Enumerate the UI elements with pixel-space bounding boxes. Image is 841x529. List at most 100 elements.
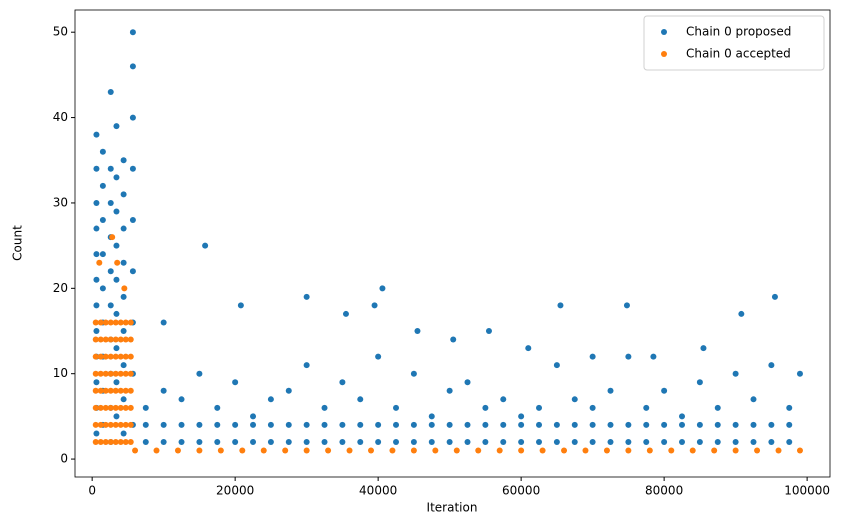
point [232,421,239,428]
point [571,421,578,428]
point [232,379,239,386]
y-axis-label: Count [11,225,25,261]
point [113,379,120,386]
point [196,438,203,445]
point [196,421,203,428]
point [113,413,120,420]
point [375,353,382,360]
y-tick-label: 0 [60,452,68,466]
point [122,353,129,360]
point [112,370,119,377]
point [102,336,109,343]
point [178,421,185,428]
point [571,438,578,445]
point [643,438,650,445]
point [127,319,134,326]
point [250,413,257,420]
point [432,447,439,454]
point [122,438,129,445]
point [732,438,739,445]
x-tick-label: 20000 [216,484,254,498]
point [346,447,353,454]
point [93,251,100,258]
point [446,438,453,445]
point [714,438,721,445]
point [696,379,703,386]
point [500,438,507,445]
point [102,404,109,411]
point [102,319,109,326]
point [771,293,778,300]
point [178,396,185,403]
point [160,319,167,326]
point [282,447,289,454]
point [153,447,160,454]
point [97,370,104,377]
y-tick-label: 30 [53,195,68,209]
point [518,413,525,420]
point [112,387,119,394]
point [122,370,129,377]
point [120,259,127,266]
point [113,123,120,130]
point [114,259,121,266]
point [536,438,543,445]
point [120,225,127,232]
point [625,438,632,445]
point [97,421,104,428]
point [107,421,114,428]
point [107,387,114,394]
point [553,362,560,369]
point [732,447,739,454]
point [250,438,257,445]
legend-box [643,15,825,71]
point [768,362,775,369]
point [112,319,119,326]
point [561,447,568,454]
y-tick-label: 40 [53,110,68,124]
x-tick-label: 100000 [784,484,830,498]
point [112,336,119,343]
point [117,370,124,377]
point [107,268,114,275]
point [428,421,435,428]
point [679,413,686,420]
legend-marker [661,29,667,35]
point [679,421,686,428]
point [428,413,435,420]
point [109,234,116,241]
point [99,182,106,189]
point [464,421,471,428]
point [102,387,109,394]
point [107,353,114,360]
point [92,421,99,428]
point [661,421,668,428]
point [643,404,650,411]
point [160,387,167,394]
point [237,302,244,309]
point [117,438,124,445]
x-tick-label: 40000 [359,484,397,498]
point [96,259,103,266]
point [700,345,707,352]
point [93,379,100,386]
point [428,438,435,445]
point [99,285,106,292]
point [93,131,100,138]
x-axis-label: Iteration [427,501,478,515]
point [92,319,99,326]
point [260,447,267,454]
point [117,353,124,360]
point [500,396,507,403]
point [97,438,104,445]
point [267,421,274,428]
point [750,396,757,403]
point [536,404,543,411]
point [303,293,310,300]
point [107,404,114,411]
point [250,421,257,428]
point [607,421,614,428]
point [129,29,136,36]
point [107,370,114,377]
point [120,293,127,300]
